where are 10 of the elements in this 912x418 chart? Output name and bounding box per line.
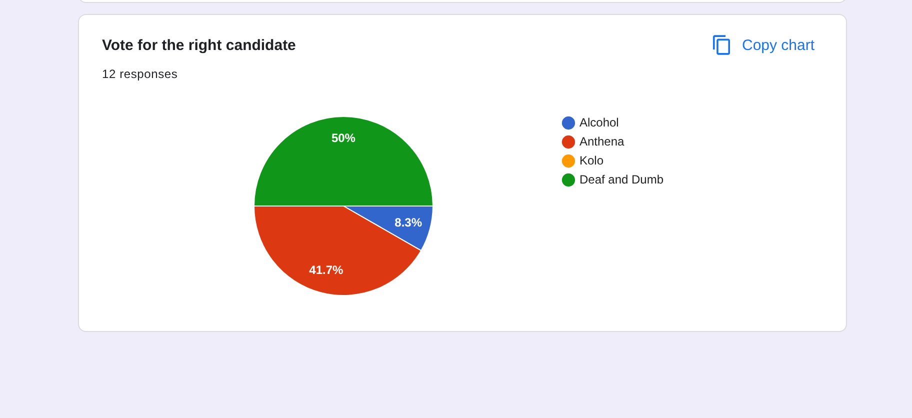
data-label: 50% [330, 131, 356, 146]
legend-label: Anthena [578, 134, 624, 148]
data-label: 41.7% [308, 263, 344, 278]
text: 12 responses [102, 67, 178, 81]
chart-title: Vote for the right candidate [102, 37, 296, 54]
legend-label: Deaf and Dumb [578, 172, 664, 186]
legend-label: Alcohol [578, 115, 618, 130]
legend-label: Kolo [578, 153, 604, 168]
text: Copy chart [742, 36, 815, 54]
data-label: 8.3% [394, 216, 422, 230]
